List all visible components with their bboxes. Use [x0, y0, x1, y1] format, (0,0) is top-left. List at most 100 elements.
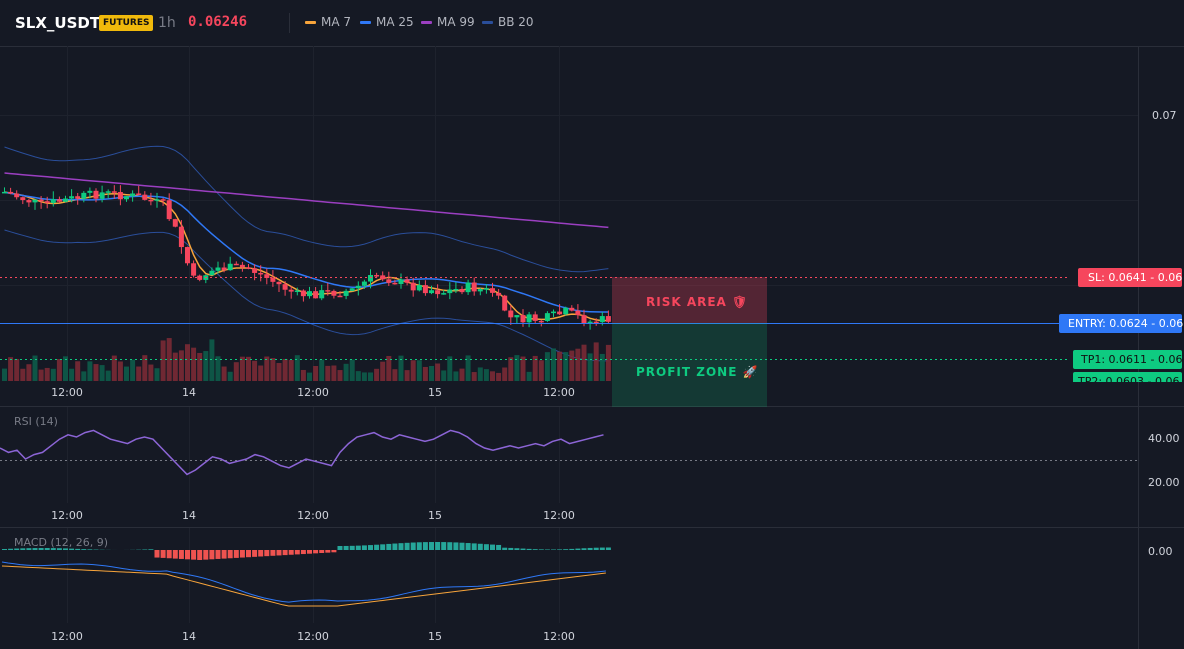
time-axis-label: 12:00 [51, 630, 83, 643]
macd-histogram-bar [581, 548, 587, 550]
macd-histogram-bar [514, 548, 520, 550]
macd-histogram-bar [563, 549, 569, 550]
bb-upper [4, 145, 609, 273]
candle-body [514, 315, 520, 318]
candle-body [343, 290, 349, 296]
macd-histogram-bar [465, 543, 471, 550]
volume-bar [520, 356, 526, 381]
volume-bar [483, 369, 489, 381]
volume-bar [380, 361, 386, 381]
volume-bar [264, 356, 270, 381]
candle-body [477, 289, 483, 292]
tp2-tag[interactable] [1073, 372, 1182, 391]
legend-ma99[interactable]: MA 99 [421, 15, 475, 29]
legend-ma7-label: MA 7 [321, 15, 352, 29]
candlesticks[interactable] [2, 185, 611, 330]
volume-bar [111, 355, 117, 381]
macd-histogram-bar [398, 543, 404, 550]
legend-bb20[interactable]: BB 20 [482, 15, 534, 29]
candle-body [2, 191, 7, 194]
candle-body [258, 272, 264, 275]
risk-area-zone[interactable] [612, 277, 767, 323]
candle-body [496, 292, 502, 296]
volume-bar [178, 350, 184, 381]
candle-body [374, 275, 380, 277]
candle-body [392, 282, 398, 285]
macd-histogram-bar [178, 550, 184, 559]
candle-body [26, 200, 32, 203]
macd-histogram-bar [44, 548, 50, 550]
candle-body [294, 290, 300, 293]
candle-body [56, 199, 62, 202]
macd-histogram-bar [203, 550, 209, 560]
futures-badge: FUTURES [99, 15, 154, 31]
volume-bar [551, 348, 556, 381]
candle-body [246, 267, 251, 269]
volume-bar [258, 365, 264, 381]
grid-lines [0, 46, 1138, 623]
macd-histogram-bar [361, 545, 367, 550]
candle-body [349, 288, 355, 291]
volume-bar [404, 370, 410, 381]
candle-body [508, 310, 514, 318]
macd-histogram-bar [20, 548, 26, 550]
ma25-line [4, 191, 609, 313]
candle-body [239, 264, 245, 268]
entry-tag[interactable] [1059, 314, 1182, 333]
volume-bar [538, 360, 544, 381]
volume-bar [14, 358, 20, 381]
legend-ma25[interactable]: MA 25 [360, 15, 414, 29]
volume-bar [532, 355, 538, 381]
macd-histogram-bar [270, 550, 276, 556]
time-axis-label: 14 [182, 630, 196, 643]
macd-histogram-bar [544, 549, 550, 550]
macd-histogram-bar [75, 548, 81, 550]
candle-body [288, 289, 294, 292]
candle-body [20, 197, 26, 201]
volume-bar [575, 348, 581, 381]
candle-body [465, 282, 471, 293]
volume-bar [422, 366, 428, 381]
volume-bar [447, 356, 453, 381]
volume-bar [239, 356, 245, 381]
volume-bar [270, 358, 276, 381]
time-axis-label: 15 [428, 386, 442, 399]
volume-bars [2, 338, 611, 381]
timeframe-label[interactable]: 1h [158, 15, 176, 31]
symbol-name[interactable]: SLX_USDT [15, 14, 101, 32]
volume-bar [87, 361, 93, 381]
candle-body [307, 291, 312, 297]
profit-zone[interactable] [612, 323, 767, 407]
legend-ma7[interactable]: MA 7 [305, 15, 351, 29]
candle-body [142, 194, 148, 200]
macd-histogram-bar [331, 550, 337, 553]
macd-histogram-bar [50, 548, 56, 550]
volume-bar [227, 371, 233, 381]
volume-bar [416, 360, 422, 381]
volume-bar [593, 342, 599, 381]
volume-bar [154, 368, 160, 381]
volume-bar [429, 365, 434, 381]
volume-bar [252, 360, 258, 381]
macd-histogram-bar [496, 544, 502, 550]
macd-histogram-bar [191, 550, 197, 560]
sl-tag[interactable] [1078, 268, 1182, 287]
macd-histogram-bar [392, 543, 398, 550]
bb20-swatch-icon [482, 20, 493, 24]
volume-bar [459, 368, 465, 381]
macd-histogram-bar [26, 548, 32, 550]
tp2-tag-group[interactable]: TP2: 0.0603 - 0.06 [1073, 372, 1182, 391]
tp1-tag-label: TP1: 0.0611 - 0.06 [1080, 353, 1183, 366]
macd-histogram-bar [422, 542, 428, 550]
tp1-tag[interactable] [1073, 350, 1182, 369]
volume-bar [477, 367, 483, 381]
candle-body [410, 282, 416, 291]
candle-body [93, 190, 99, 199]
volume-bar [26, 364, 32, 381]
candle-body [575, 310, 581, 316]
candle-body [599, 316, 605, 323]
candle-body [75, 196, 81, 199]
rsi-axis-40: 40.00 [1148, 432, 1180, 445]
candle-body [569, 307, 575, 311]
